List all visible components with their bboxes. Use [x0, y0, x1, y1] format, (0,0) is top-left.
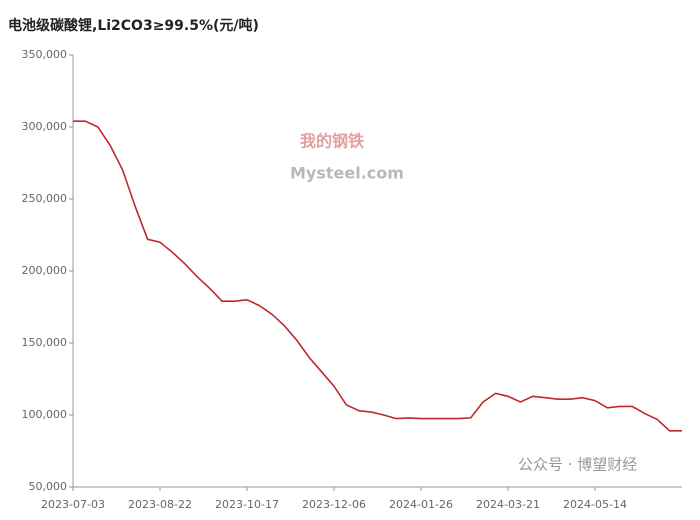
y-tick-label: 250,000 — [22, 192, 68, 205]
x-tick-label: 2024-05-14 — [563, 498, 627, 511]
x-tick-label: 2024-01-26 — [389, 498, 453, 511]
x-tick-label: 2024-03-21 — [476, 498, 540, 511]
y-tick-label: 50,000 — [29, 480, 68, 493]
y-tick-label: 300,000 — [22, 120, 68, 133]
y-tick-label: 100,000 — [22, 408, 68, 421]
y-tick-label: 150,000 — [22, 336, 68, 349]
x-tick-label: 2023-08-22 — [128, 498, 192, 511]
x-tick-label: 2023-07-03 — [41, 498, 105, 511]
y-tick-label: 200,000 — [22, 264, 68, 277]
x-tick-label: 2023-10-17 — [215, 498, 279, 511]
source-note: 公众号 · 博望财经 — [518, 456, 637, 474]
watermark: Mysteel.com — [290, 164, 404, 183]
watermark-cn: 我的钢铁 — [300, 132, 364, 151]
y-tick-label: 350,000 — [22, 48, 68, 61]
line — [73, 120, 682, 432]
x-tick-label: 2023-12-06 — [302, 498, 366, 511]
chart-title: 电池级碳酸锂,Li2CO3≥99.5%(元/吨) — [8, 17, 259, 34]
